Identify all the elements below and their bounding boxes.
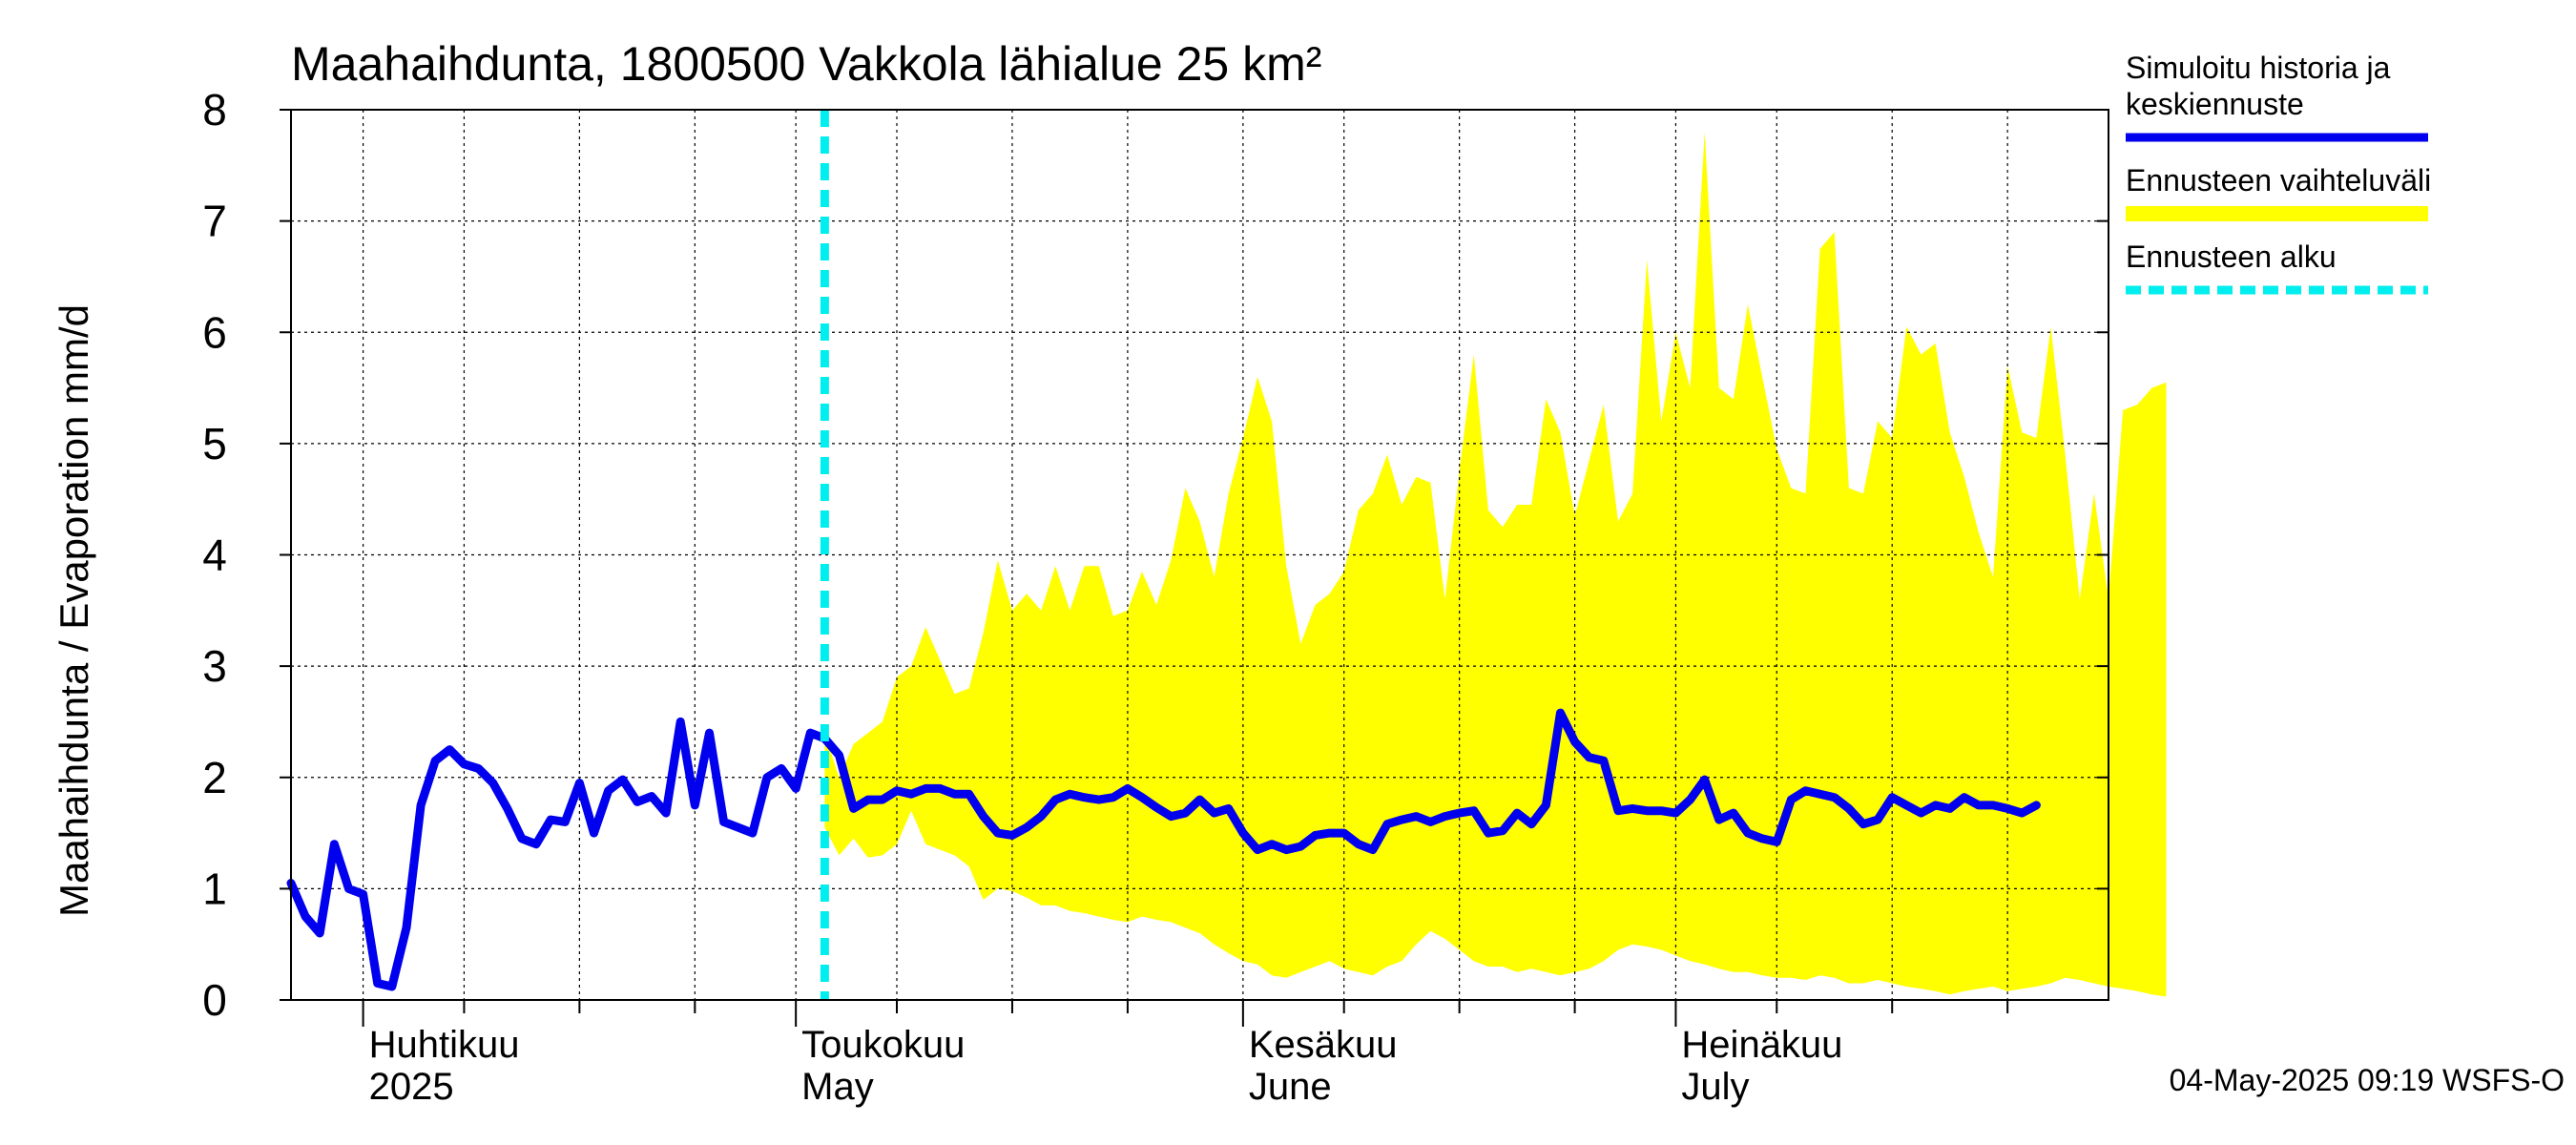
x-month-sublabel: May	[801, 1066, 874, 1108]
x-month-sublabel: June	[1249, 1066, 1332, 1108]
plot-area: 012345678Huhtikuu2025ToukokuuMayKesäkuuJ…	[202, 85, 2167, 1108]
y-tick-label: 2	[202, 753, 227, 802]
y-tick-label: 5	[202, 419, 227, 468]
forecast-range-band	[824, 132, 2167, 997]
x-month-label: Heinäkuu	[1681, 1024, 1842, 1066]
legend-label: Ennusteen vaihteluväli	[2126, 163, 2431, 198]
y-tick-label: 7	[202, 197, 227, 246]
history-forecast-line	[286, 708, 2041, 991]
y-tick-label: 4	[202, 531, 227, 580]
legend-label: Ennusteen alku	[2126, 239, 2337, 274]
y-tick-label: 1	[202, 864, 227, 913]
legend-label: Simuloitu historia ja	[2126, 51, 2391, 85]
x-month-sublabel: July	[1681, 1066, 1749, 1108]
x-month-label: Huhtikuu	[369, 1024, 520, 1066]
y-tick-label: 3	[202, 641, 227, 691]
timestamp-footer: 04-May-2025 09:19 WSFS-O	[2170, 1063, 2565, 1097]
y-tick-label: 0	[202, 975, 227, 1025]
y-tick-label: 8	[202, 85, 227, 135]
x-month-sublabel: 2025	[369, 1066, 454, 1108]
y-axis-label: Maahaihdunta / Evaporation mm/d	[52, 304, 96, 917]
x-month-label: Kesäkuu	[1249, 1024, 1398, 1066]
legend-label: keskiennuste	[2126, 87, 2304, 121]
x-month-label: Toukokuu	[801, 1024, 965, 1066]
chart-title: Maahaihdunta, 1800500 Vakkola lähialue 2…	[291, 37, 1321, 91]
y-tick-label: 6	[202, 307, 227, 357]
